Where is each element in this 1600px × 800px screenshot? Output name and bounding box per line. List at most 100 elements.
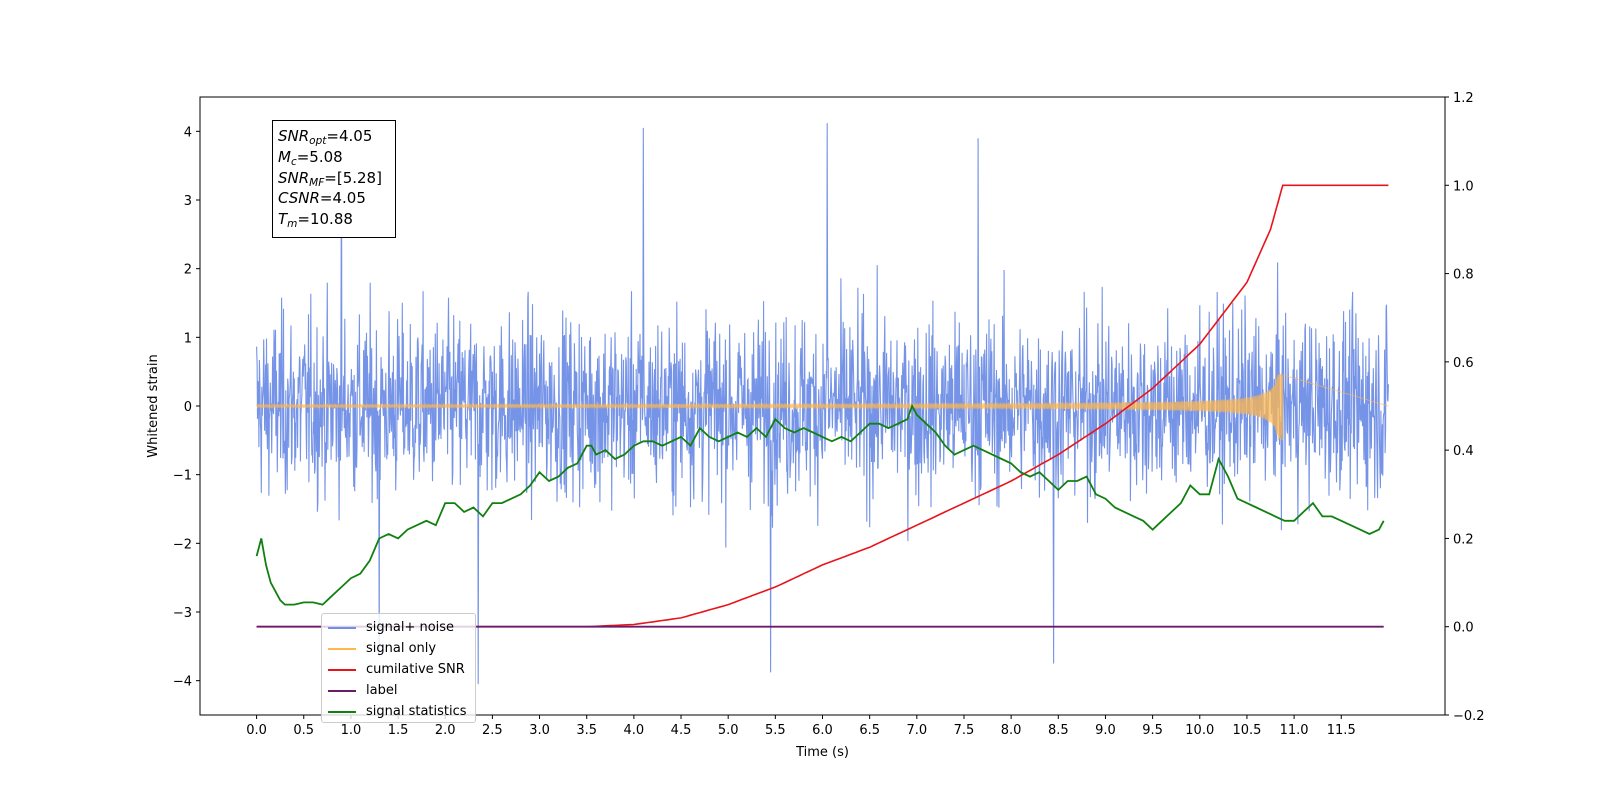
x-tick-label: 2.5 — [482, 723, 503, 738]
y-tick: 2 — [184, 263, 200, 278]
legend-item-signal-only: signal only — [328, 638, 475, 659]
annotation-value: =[5.28] — [324, 168, 382, 187]
x-tick: 7.5 — [954, 715, 975, 738]
y2-tick-label: 1.2 — [1453, 91, 1474, 106]
legend-swatch — [328, 668, 356, 671]
x-tick: 10.0 — [1185, 715, 1214, 738]
series-signal-statistics — [255, 403, 1385, 606]
annotation-value: =4.05 — [326, 127, 373, 145]
y-axis-left: 4 3 2 1 0 −1 −2 −3 −4 — [173, 125, 200, 690]
x-tick-label: 0.5 — [293, 723, 314, 738]
x-tick-label: 3.0 — [529, 723, 550, 738]
x-tick: 8.5 — [1048, 715, 1069, 738]
legend-item-cumulative-snr: cumilative SNR — [328, 659, 475, 680]
annotation-line: SNRMF=[5.28] — [278, 168, 395, 189]
y-tick: −3 — [173, 606, 200, 621]
y2-tick-label: 0.6 — [1453, 356, 1474, 371]
y2-tick-label: 0.0 — [1453, 621, 1474, 636]
y-tick: −4 — [173, 675, 200, 690]
y-tick-label: 1 — [184, 331, 192, 346]
x-tick-label: 7.0 — [906, 723, 927, 738]
info-annotation: SNRopt=4.05 Mc=5.08 SNRMF=[5.28] CSNR=4.… — [272, 120, 396, 238]
y-tick: −1 — [173, 469, 200, 484]
legend-swatch — [328, 626, 356, 629]
x-tick-label: 11.0 — [1280, 723, 1309, 738]
x-tick-label: 5.5 — [765, 723, 786, 738]
legend-label: label — [366, 683, 398, 698]
x-tick: 8.0 — [1001, 715, 1021, 738]
x-tick: 11.0 — [1280, 715, 1309, 738]
legend: signal+ noise signal only cumilative SNR… — [321, 613, 476, 723]
y2-tick-label: −0.2 — [1453, 709, 1485, 724]
x-tick-label: 10.5 — [1232, 723, 1261, 738]
y2-tick: 0.8 — [1445, 268, 1474, 283]
x-tick-label: 1.0 — [341, 723, 362, 738]
y2-tick: 1.2 — [1445, 91, 1474, 106]
x-tick-label: 10.0 — [1185, 723, 1214, 738]
y2-tick-label: 0.4 — [1453, 444, 1474, 459]
x-tick: 2.5 — [482, 715, 503, 738]
x-tick-label: 7.5 — [954, 723, 975, 738]
x-tick: 9.0 — [1095, 715, 1116, 738]
y-tick-label: −4 — [173, 675, 192, 690]
series-layer — [255, 123, 1389, 685]
x-tick: 6.0 — [812, 715, 833, 738]
y-tick: 4 — [184, 125, 200, 140]
y-tick: 1 — [184, 331, 200, 346]
y2-tick-label: 0.2 — [1453, 532, 1474, 547]
y2-tick: 0.2 — [1445, 532, 1474, 547]
x-tick-label: 11.5 — [1327, 723, 1356, 738]
legend-item-signal-statistics: signal statistics — [328, 701, 475, 722]
x-tick-label: 4.0 — [624, 723, 645, 738]
y-tick-label: 3 — [184, 194, 192, 209]
x-tick-label: 8.5 — [1048, 723, 1069, 738]
legend-item-label: label — [328, 680, 475, 701]
x-tick: 10.5 — [1232, 715, 1261, 738]
series-signal-only — [256, 372, 1389, 441]
legend-swatch — [328, 710, 356, 713]
annotation-value: =4.05 — [319, 189, 366, 208]
annotation-sub: MF — [309, 176, 325, 189]
annotation-var: CSNR — [278, 189, 320, 208]
x-tick-label: 9.5 — [1142, 723, 1163, 738]
x-axis-label: Time (s) — [795, 745, 849, 760]
annotation-var: T — [278, 210, 288, 229]
y2-tick-label: 1.0 — [1453, 179, 1474, 194]
y-tick: −2 — [173, 537, 200, 552]
annotation-sub: m — [287, 218, 298, 231]
annotation-line: SNRopt=4.05 — [278, 126, 395, 147]
x-tick: 9.5 — [1142, 715, 1163, 738]
legend-swatch — [328, 647, 356, 650]
x-tick-label: 6.0 — [812, 723, 833, 738]
x-tick-label: 9.0 — [1095, 723, 1116, 738]
annotation-line: CSNR=4.05 — [278, 188, 395, 209]
legend-label: signal only — [366, 641, 437, 656]
y-tick-label: −1 — [173, 469, 192, 484]
annotation-var: SNR — [278, 127, 310, 145]
x-axis: 0.0 0.5 1.0 1.5 2.0 2.5 3.0 3.5 4.0 4.5 5.0 5.5 6.0 6… — [246, 715, 1356, 738]
series-cumulative-snr — [256, 184, 1389, 628]
y-axis-right: 1.2 1.0 0.8 0.6 0.4 0.2 0.0 −0.2 — [1445, 91, 1485, 724]
y-tick-label: 4 — [184, 125, 192, 140]
x-tick: 5.0 — [718, 715, 739, 738]
x-tick: 0.0 — [246, 715, 267, 738]
x-tick-label: 3.5 — [576, 723, 597, 738]
x-tick-label: 5.0 — [718, 723, 739, 738]
series-signal-noise — [256, 123, 1389, 685]
annotation-line: Tm=10.88 — [278, 209, 395, 230]
y-tick-label: 2 — [184, 263, 192, 278]
x-tick: 5.5 — [765, 715, 786, 738]
x-tick: 3.5 — [576, 715, 597, 738]
annotation-var: SNR — [278, 168, 310, 187]
y-tick: 0 — [184, 400, 200, 415]
x-tick: 4.0 — [624, 715, 645, 738]
y2-tick: 1.0 — [1445, 179, 1474, 194]
x-tick: 11.5 — [1327, 715, 1356, 738]
legend-label: signal+ noise — [366, 620, 455, 635]
x-tick-label: 1.5 — [388, 723, 409, 738]
annotation-var: M — [278, 147, 291, 166]
y2-tick-label: 0.8 — [1453, 268, 1474, 283]
x-tick-label: 6.5 — [859, 723, 880, 738]
x-tick: 3.0 — [529, 715, 550, 738]
x-tick: 0.5 — [293, 715, 314, 738]
